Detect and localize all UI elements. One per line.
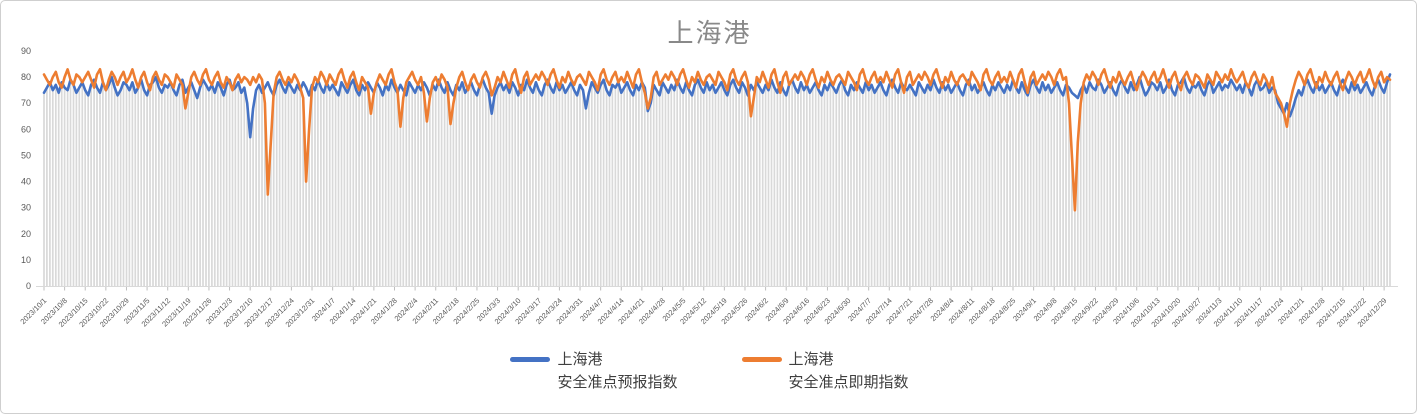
legend: 上海港 安全准点预报指数 上海港 安全准点即期指数: [0, 348, 1419, 395]
forecast-series-swatch-icon: [510, 357, 551, 362]
legend-label-forecast-line2: 安全准点预报指数: [557, 374, 678, 392]
legend-label-forecast: 上海港 安全准点预报指数: [557, 348, 677, 395]
legend-label-spot-line1: 上海港: [788, 351, 834, 368]
chart-title: 上海港: [667, 18, 752, 48]
y-axis-label: 0: [26, 281, 31, 291]
y-axis-label: 90: [21, 46, 31, 56]
y-axis-label: 50: [21, 150, 31, 160]
series-line-forecast: [42, 73, 1392, 139]
y-axis-label: 60: [21, 124, 31, 134]
y-axis-label: 30: [21, 203, 31, 213]
legend-label-spot: 上海港 安全准点即期指数: [789, 348, 909, 395]
plot-area: 01020304050607080902023/10/12023/10/8202…: [18, 46, 1398, 329]
y-axis-label: 10: [21, 255, 31, 265]
y-axis-label: 70: [21, 98, 31, 108]
legend-label-forecast-line1: 上海港: [557, 351, 603, 368]
legend-item-forecast[interactable]: 上海港 安全准点预报指数: [510, 348, 678, 395]
legend-item-spot[interactable]: 上海港 安全准点即期指数: [741, 348, 909, 395]
y-axis-label: 80: [21, 72, 31, 82]
spot-series-swatch-icon: [741, 357, 782, 362]
y-axis-label: 20: [21, 229, 31, 239]
y-axis-label: 40: [21, 177, 31, 187]
legend-label-spot-line2: 安全准点即期指数: [788, 374, 909, 392]
drop-lines: [43, 78, 1391, 286]
series-line-spot: [42, 68, 1392, 212]
